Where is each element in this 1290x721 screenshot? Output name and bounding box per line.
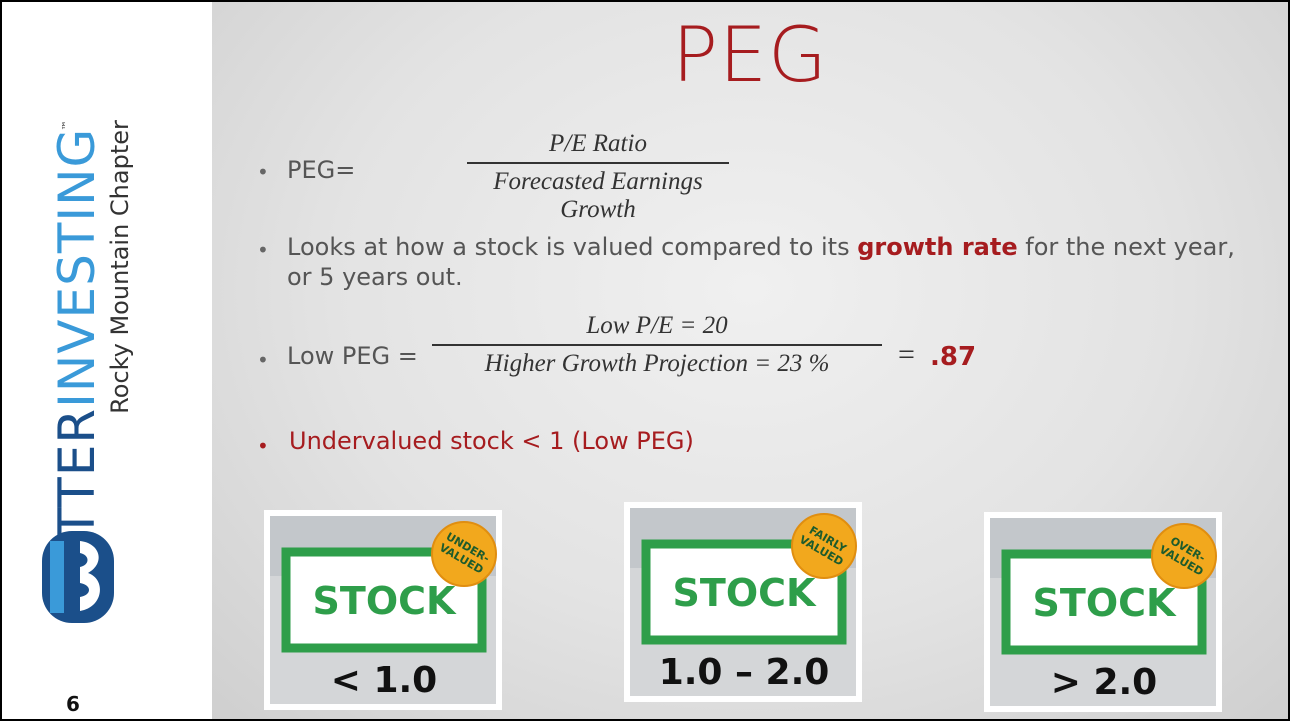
fraction: P/E Ratio Forecasted Earnings Growth (467, 130, 729, 224)
numerator: P/E Ratio (467, 130, 729, 162)
bullet-dot: • (257, 348, 269, 372)
bullet-dot: • (257, 160, 269, 184)
stock-label: STOCK (1033, 581, 1177, 625)
sidebar: BETTERINVESTING ™ Rocky Mountain Chapter… (2, 2, 212, 719)
range-label: > 2.0 (1051, 662, 1157, 703)
bullet-dot: • (257, 238, 269, 262)
slide-title: PEG (212, 10, 1288, 99)
logo-icon (40, 527, 116, 627)
bullet-label: Low PEG = (287, 342, 418, 370)
bullet-dot: • (257, 434, 269, 458)
slide-content: PEG • PEG= P/E Ratio Forecasted Earnings… (212, 2, 1288, 719)
brand-part: INVESTING (48, 128, 106, 408)
highlight: growth rate (857, 233, 1017, 261)
chapter-name: Rocky Mountain Chapter (106, 120, 134, 414)
result: .87 (930, 342, 976, 372)
numerator: Low P/E = 20 (432, 312, 882, 344)
fraction: Low P/E = 20 Higher Growth Projection = … (432, 312, 882, 378)
denominator: Higher Growth Projection = 23 % (432, 344, 882, 378)
slide-page: BETTERINVESTING ™ Rocky Mountain Chapter… (0, 0, 1290, 721)
range-label: 1.0 – 2.0 (659, 652, 830, 693)
stock-label: STOCK (313, 579, 457, 623)
stock-label: STOCK (673, 571, 817, 615)
text: Looks at how a stock is valued compared … (287, 233, 857, 261)
denominator: Forecasted Earnings Growth (467, 162, 729, 224)
bullet-label: PEG= (287, 156, 355, 184)
page-number: 6 (66, 692, 80, 716)
equals: = (898, 338, 915, 372)
bullet-text: Looks at how a stock is valued compared … (287, 232, 1247, 292)
range-label: < 1.0 (331, 660, 437, 701)
bullet-text: Undervalued stock < 1 (Low PEG) (289, 427, 694, 455)
trademark: ™ (62, 121, 73, 131)
